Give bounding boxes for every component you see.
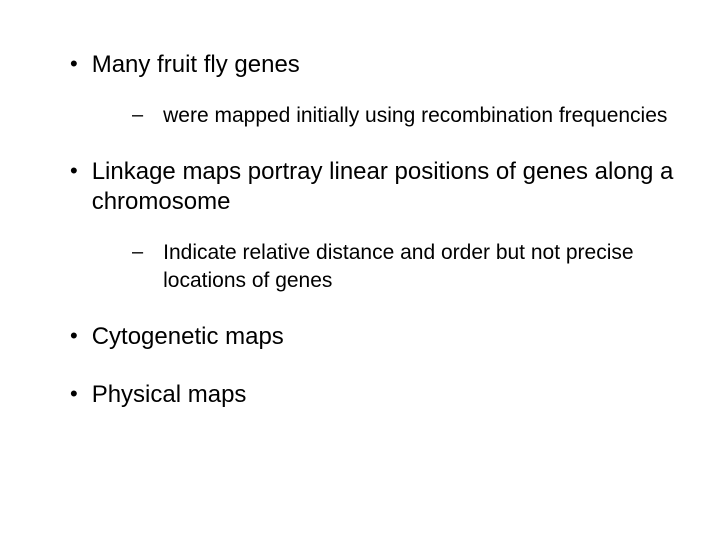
bullet-item-3: • Cytogenetic maps [70, 322, 680, 352]
sub-bullet-text: were mapped initially using recombinatio… [163, 102, 667, 129]
bullet-marker: • [70, 380, 78, 409]
bullet-item-2: • Linkage maps portray linear positions … [70, 157, 680, 217]
sub-bullet-text: Indicate relative distance and order but… [163, 239, 680, 294]
bullet-text: Physical maps [92, 380, 247, 410]
bullet-text: Cytogenetic maps [92, 322, 284, 352]
bullet-item-1: • Many fruit fly genes [70, 50, 680, 80]
sub-bullet-item-2: – Indicate relative distance and order b… [132, 239, 680, 294]
bullet-marker: • [70, 322, 78, 351]
sub-bullet-item-1: – were mapped initially using recombinat… [132, 102, 680, 129]
bullet-text: Many fruit fly genes [92, 50, 300, 80]
bullet-item-4: • Physical maps [70, 380, 680, 410]
dash-marker: – [132, 102, 143, 129]
bullet-marker: • [70, 157, 78, 186]
dash-marker: – [132, 239, 143, 266]
bullet-marker: • [70, 50, 78, 79]
bullet-text: Linkage maps portray linear positions of… [92, 157, 680, 217]
